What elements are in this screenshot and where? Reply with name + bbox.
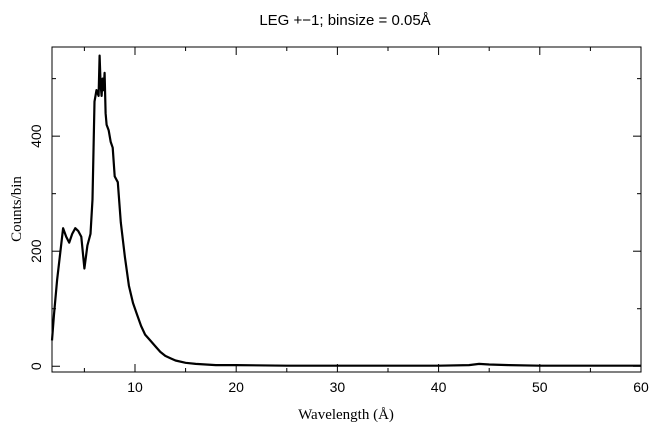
chart-title: LEG +−1; binsize = 0.05Å bbox=[259, 12, 430, 29]
tick-labels: 10 20 30 40 50 60 0 200 400 bbox=[28, 124, 649, 395]
x-tick-label: 40 bbox=[431, 379, 447, 395]
y-axis-label: Counts/bin bbox=[9, 176, 25, 242]
y-tick-label: 200 bbox=[28, 239, 44, 263]
plot-frame bbox=[51, 46, 642, 373]
series-line bbox=[50, 54, 641, 367]
x-tick-label: 50 bbox=[532, 379, 548, 395]
x-tick-label: 10 bbox=[127, 379, 143, 395]
x-tick-label: 60 bbox=[633, 379, 649, 395]
x-tick-label: 30 bbox=[330, 379, 346, 395]
y-tick-label: 400 bbox=[28, 124, 44, 148]
y-tick-label: 0 bbox=[28, 362, 44, 370]
x-axis-label: Wavelength (Å) bbox=[298, 407, 394, 423]
x-tick-label: 20 bbox=[228, 379, 244, 395]
